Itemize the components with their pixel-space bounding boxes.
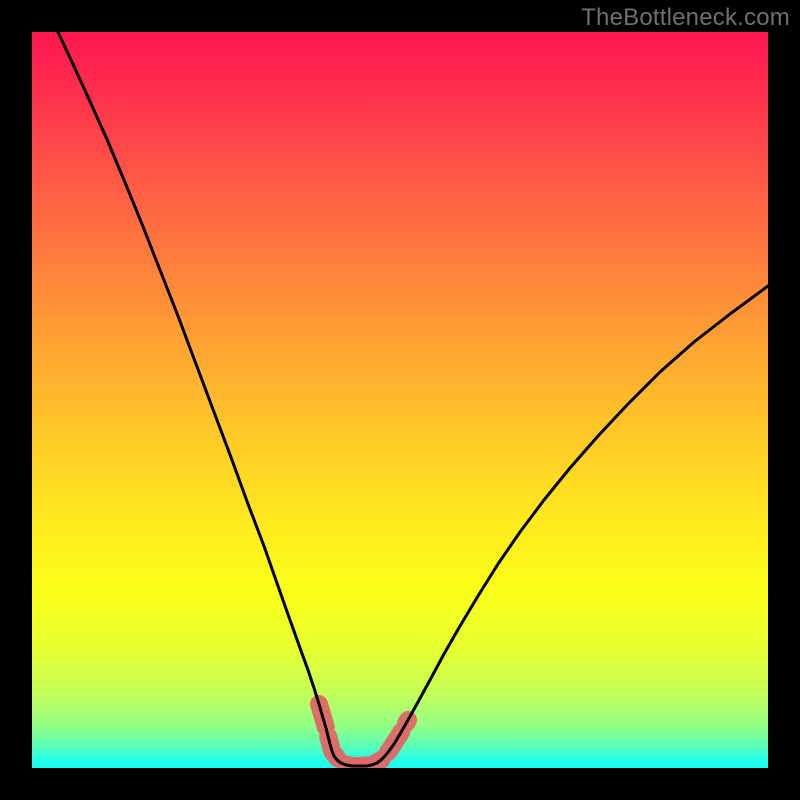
plot-curves <box>32 32 768 768</box>
curve-left-branch <box>58 32 359 766</box>
watermark-text: TheBottleneck.com <box>581 4 790 32</box>
chart-frame: TheBottleneck.com <box>0 0 800 800</box>
highlight-segment-left <box>319 704 359 766</box>
plot-area <box>32 32 768 768</box>
curve-right-branch <box>359 286 768 766</box>
